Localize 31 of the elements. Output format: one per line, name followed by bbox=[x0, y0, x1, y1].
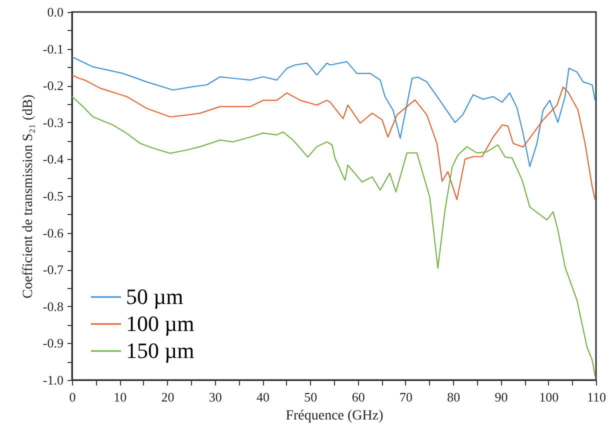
x-tick-label: 20 bbox=[161, 390, 174, 404]
y-tick-label: -1.0 bbox=[42, 372, 64, 388]
y-tick-label: -0.2 bbox=[42, 78, 64, 94]
line-series bbox=[72, 74, 596, 200]
y-tick-label: -0.7 bbox=[42, 262, 64, 278]
y-tick-label: -0.9 bbox=[42, 336, 64, 351]
legend-label: 150 µm bbox=[126, 338, 194, 363]
x-tick-label: 100 bbox=[539, 390, 559, 404]
line-series bbox=[72, 56, 596, 168]
x-tick-label: 70 bbox=[399, 390, 412, 404]
legend-label: 100 µm bbox=[126, 311, 194, 336]
x-tick-label: 30 bbox=[208, 390, 222, 404]
x-tick-label: 60 bbox=[352, 390, 365, 404]
y-tick-label: -0.6 bbox=[42, 225, 64, 240]
y-tick-label: -0.3 bbox=[42, 114, 64, 130]
x-tick-label: 40 bbox=[256, 390, 270, 404]
x-tick-label: 10 bbox=[114, 390, 127, 404]
y-tick-label: -0.1 bbox=[42, 41, 64, 56]
x-axis-title: Fréquence (GHz) bbox=[286, 408, 384, 424]
y-tick-label: -0.5 bbox=[42, 188, 64, 204]
y-tick-label: -0.8 bbox=[42, 298, 64, 314]
x-tick-label: 110 bbox=[586, 390, 606, 404]
y-tick-label: 0.0 bbox=[47, 4, 64, 20]
line-series bbox=[72, 96, 596, 377]
x-tick-label: 0 bbox=[69, 390, 76, 404]
x-tick-label: 90 bbox=[494, 390, 508, 404]
legend-label: 50 µm bbox=[126, 284, 184, 309]
y-axis-title: Coefficient de transmission S₂₁ (dB) bbox=[20, 94, 36, 298]
x-tick-label: 80 bbox=[447, 390, 460, 404]
x-tick-label: 50 bbox=[304, 390, 318, 404]
y-tick-label: -0.4 bbox=[42, 152, 64, 167]
